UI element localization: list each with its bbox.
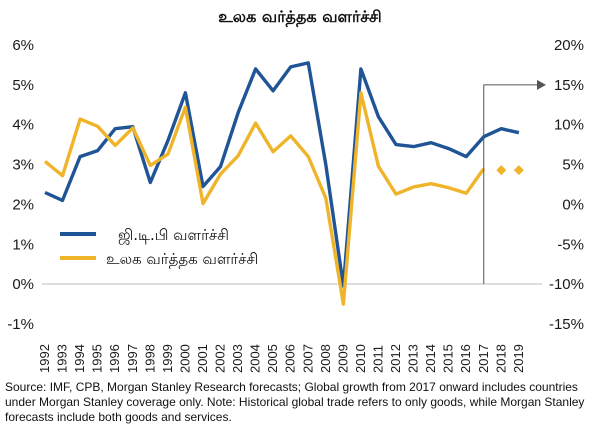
right-tick-label: 20% [554, 37, 584, 54]
year-tick-label: 2019 [511, 344, 526, 373]
chart-svg: உலக வர்த்தக வளர்ச்சி 6% 5% 4% 3% 2% 1% 0% -1% 2… [7, 7, 584, 373]
year-tick-label: 2008 [318, 344, 333, 373]
left-tick-label: 4% [12, 117, 34, 134]
year-tick-label: 2015 [441, 344, 456, 373]
legend: ஜி.டி.பி வளர்ச்சி உலக வர்த்தக வளர்ச்சி [60, 226, 258, 268]
right-tick-label: -15% [549, 316, 584, 333]
annotation-layer [483, 79, 546, 284]
year-tick-label: 2016 [458, 344, 473, 373]
year-tick-label: 2011 [370, 345, 385, 373]
left-tick-label: 3% [12, 157, 34, 174]
x-axis: 1992 1993 1994 1995 1996 1997 1998 1999 2000 2001… [37, 344, 526, 373]
year-tick-label: 2000 [177, 344, 192, 373]
year-tick-label: 1993 [55, 344, 70, 373]
left-tick-label: 5% [12, 77, 34, 94]
gdp-growth-line [44, 61, 520, 288]
forecast-arrow-line [483, 84, 540, 284]
left-tick-label: 0% [12, 276, 34, 293]
year-tick-label: 2006 [283, 344, 298, 373]
left-tick-label: -1% [7, 316, 34, 333]
trade-forecast-point [496, 165, 507, 176]
year-tick-label: 2004 [248, 344, 263, 373]
legend-trade-label: உலக வர்த்தக வளர்ச்சி [106, 250, 258, 268]
year-tick-label: 2002 [213, 344, 228, 373]
year-tick-label: 2012 [388, 344, 403, 373]
right-tick-label: 10% [554, 117, 584, 134]
forecast-arrow-head [537, 79, 546, 90]
year-tick-label: 2014 [423, 344, 438, 373]
right-tick-label: -5% [557, 236, 584, 253]
year-tick-label: 2013 [406, 344, 421, 373]
year-tick-label: 2009 [335, 344, 350, 373]
year-tick-label: 1997 [125, 344, 140, 373]
trade-growth-line [43, 91, 486, 306]
right-axis: 20% 15% 10% 5% 0% -5% -10% -15% [549, 37, 584, 333]
year-tick-label: 1998 [142, 344, 157, 373]
year-tick-label: 1995 [90, 344, 105, 373]
year-tick-label: 2010 [353, 344, 368, 373]
year-tick-label: 2018 [493, 344, 508, 373]
chart-title: உலக வர்த்தக வளர்ச்சி [218, 7, 381, 27]
legend-gdp-label: ஜி.டி.பி வளர்ச்சி [118, 226, 229, 245]
left-tick-label: 6% [12, 37, 34, 54]
year-tick-label: 1996 [107, 344, 122, 373]
left-axis: 6% 5% 4% 3% 2% 1% 0% -1% [7, 37, 34, 333]
year-tick-label: 2001 [195, 344, 210, 373]
left-tick-label: 1% [12, 236, 34, 253]
right-tick-label: -10% [549, 276, 584, 293]
year-tick-label: 2003 [230, 344, 245, 373]
year-tick-label: 2017 [476, 344, 491, 373]
year-tick-label: 2005 [265, 344, 280, 373]
right-tick-label: 0% [562, 196, 584, 213]
year-tick-label: 1992 [37, 344, 52, 373]
source-note: Source: IMF, CPB, Morgan Stanley Researc… [5, 380, 585, 424]
series-layer [43, 61, 524, 306]
year-tick-label: 2007 [300, 344, 315, 373]
left-tick-label: 2% [12, 196, 34, 213]
year-tick-label: 1994 [72, 344, 87, 373]
right-tick-label: 5% [562, 157, 584, 174]
trade-forecast-point [513, 165, 524, 176]
year-tick-label: 1999 [160, 344, 175, 373]
right-tick-label: 15% [554, 77, 584, 94]
